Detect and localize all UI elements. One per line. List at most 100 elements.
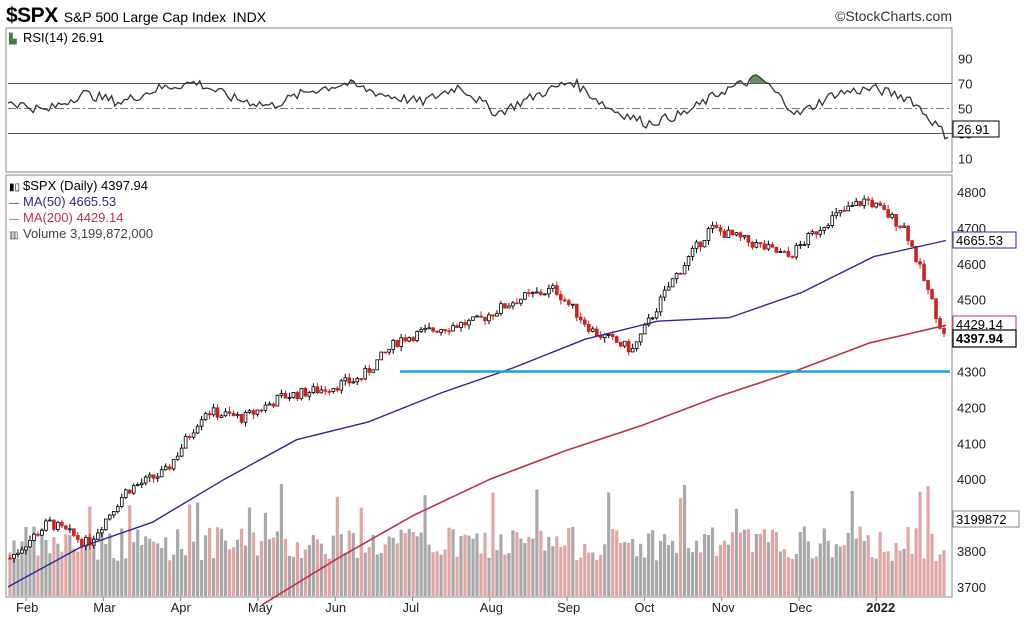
volume-bar <box>231 547 236 596</box>
candle-body <box>171 458 176 470</box>
price-tick-label: 3800 <box>957 544 986 559</box>
volume-bar <box>770 529 774 596</box>
candle-body <box>48 519 52 522</box>
volume-bar <box>399 529 403 596</box>
volume-bar <box>778 551 782 596</box>
candle-body <box>606 334 611 336</box>
volume-bar <box>523 543 527 596</box>
volume-bar <box>730 532 735 596</box>
volume-bar <box>383 544 387 596</box>
candle-body <box>726 229 731 238</box>
volume-bar <box>363 552 367 596</box>
candle-body <box>746 235 751 243</box>
volume-bar <box>890 560 894 596</box>
candle-body <box>439 329 443 333</box>
volume-bar <box>283 538 288 596</box>
candle-body <box>239 414 244 423</box>
candle-body <box>175 455 180 460</box>
volume-bar <box>136 529 140 596</box>
volume-bar <box>124 558 128 596</box>
candle-body <box>331 388 336 392</box>
candle-body <box>16 552 20 555</box>
volume-bar <box>407 528 411 596</box>
candle-body <box>427 327 431 330</box>
candle-body <box>395 340 399 347</box>
candle-body <box>658 296 663 313</box>
candle-body <box>646 317 651 326</box>
volume-bar <box>287 555 292 596</box>
candle-body <box>507 305 511 309</box>
volume-bar <box>359 507 363 596</box>
candle-body <box>626 340 631 353</box>
candle-body <box>419 329 423 332</box>
volume-bar <box>188 504 192 596</box>
candle-body <box>311 386 316 394</box>
candle-body <box>495 312 499 317</box>
volume-bar <box>164 537 168 596</box>
ma50-legend-item: — MA(50) 4665.53 <box>9 194 116 212</box>
ma200-legend-label: MA(200) 4429.14 <box>23 210 124 225</box>
candle-body <box>275 394 280 407</box>
candle-body <box>523 292 527 300</box>
volume-bar <box>391 537 395 596</box>
volume-bar <box>878 531 882 596</box>
price-tick-label: 4600 <box>957 257 986 272</box>
rsi-legend-icon: ▙ <box>9 34 17 45</box>
volume-bar <box>475 533 479 596</box>
candle-body <box>774 246 779 253</box>
price-tick-label: 4300 <box>957 365 986 380</box>
volume-bar <box>44 539 48 596</box>
x-axis-label: Aug <box>480 600 503 615</box>
candle-body <box>259 409 264 412</box>
volume-bars-icon: ▥ <box>9 230 19 241</box>
volume-bar <box>379 553 383 596</box>
volume-bar <box>311 535 315 596</box>
volume-bar <box>515 532 519 596</box>
svg-text:26.91: 26.91 <box>957 122 990 137</box>
volume-bar <box>140 544 144 596</box>
volume-bar <box>347 530 351 596</box>
candle-body <box>355 378 360 383</box>
candle-body <box>782 251 787 253</box>
volume-bar <box>531 538 535 596</box>
candle-body <box>862 198 866 206</box>
volume-bar <box>882 551 886 596</box>
volume-bar <box>599 554 603 596</box>
candle-body <box>463 322 467 326</box>
x-axis-label: Oct <box>634 600 655 615</box>
candle-body <box>347 377 352 384</box>
candle-body <box>686 256 691 266</box>
volume-bar <box>659 540 663 596</box>
volume-bar <box>591 552 595 596</box>
volume-bar <box>750 551 755 596</box>
volume-bar <box>499 534 503 596</box>
candle-body <box>662 289 667 298</box>
candle-body <box>618 341 623 347</box>
candle-body <box>818 229 823 235</box>
candle-body <box>271 403 276 407</box>
candle-body <box>698 241 703 248</box>
candle-body <box>227 411 232 414</box>
volume-bar <box>263 512 268 596</box>
candle-body <box>942 327 946 334</box>
candle-body <box>586 323 591 332</box>
candle-body <box>52 519 56 530</box>
candle-body <box>80 539 84 547</box>
candle-body <box>519 298 523 304</box>
candle-body <box>750 241 755 248</box>
volume-bar <box>579 557 583 596</box>
rsi-legend: ▙ RSI(14) 26.91 <box>9 30 104 48</box>
volume-bar <box>742 529 747 596</box>
volume-bar <box>223 540 228 596</box>
volume-bar <box>132 542 136 596</box>
candle-body <box>678 272 683 275</box>
candle-body <box>8 557 12 560</box>
rsi-value-tag: 26.91 <box>952 120 1000 138</box>
volume-bar <box>415 536 419 596</box>
candle-body <box>778 251 783 253</box>
volume-bar <box>722 540 727 596</box>
candle-body <box>539 291 543 295</box>
volume-bar <box>219 528 224 596</box>
volume-bar <box>176 529 180 596</box>
candle-body <box>151 474 156 479</box>
